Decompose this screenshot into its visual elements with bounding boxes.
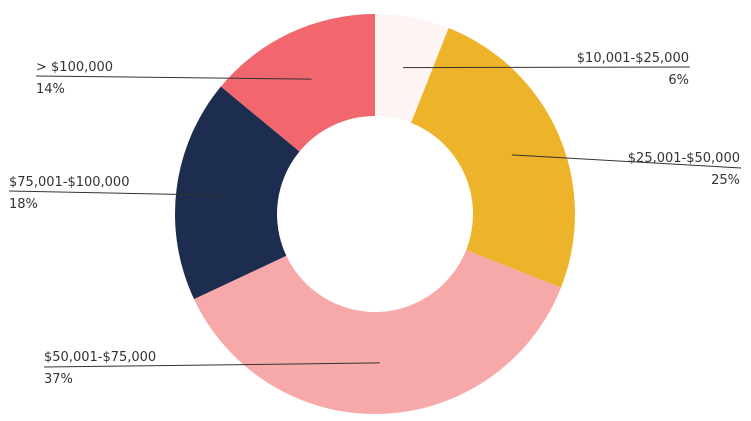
slice-label-25001-50000: $25,001-$50,000: [628, 151, 740, 166]
slice-label-10001-25000: $10,001-$25,000: [577, 51, 689, 66]
slice-label-75001-100000: $75,001-$100,000: [9, 175, 129, 190]
slice-value-10001-25000: 6%: [668, 73, 689, 88]
slice-value-50001-75000: 37%: [44, 372, 73, 387]
slice-label-50001-75000: $50,001-$75,000: [44, 350, 156, 365]
slice-50001-75000: [194, 250, 561, 414]
slice-label-group-75001-100000: $75,001-$100,000 18%: [9, 175, 129, 212]
slice-25001-50000: [411, 28, 575, 288]
donut-slices: [175, 14, 575, 414]
slice-value-over-100000: 14%: [36, 82, 65, 97]
leader-line-75001-100000: [8, 190, 228, 196]
leader-line-10001-25000: [402, 66, 691, 69]
slice-label-over-100000: > $100,000: [36, 60, 113, 75]
slice-value-25001-50000: 25%: [711, 173, 740, 188]
slice-value-75001-100000: 18%: [9, 197, 38, 212]
slice-over-100000: [220, 14, 375, 152]
leader-lines: [8, 66, 742, 368]
slice-75001-100000: [175, 86, 300, 300]
slice-label-group-10001-25000: $10,001-$25,000 6%: [577, 51, 689, 88]
slice-label-group-over-100000: > $100,000 14%: [36, 60, 113, 97]
leader-line-50001-75000: [43, 362, 380, 368]
slice-label-group-25001-50000: $25,001-$50,000 25%: [628, 151, 740, 188]
leader-line-25001-50000: [511, 154, 742, 169]
leader-line-over-100000: [35, 75, 312, 80]
slice-10001-25000: [375, 14, 449, 123]
slice-label-group-50001-75000: $50,001-$75,000 37%: [44, 350, 156, 387]
